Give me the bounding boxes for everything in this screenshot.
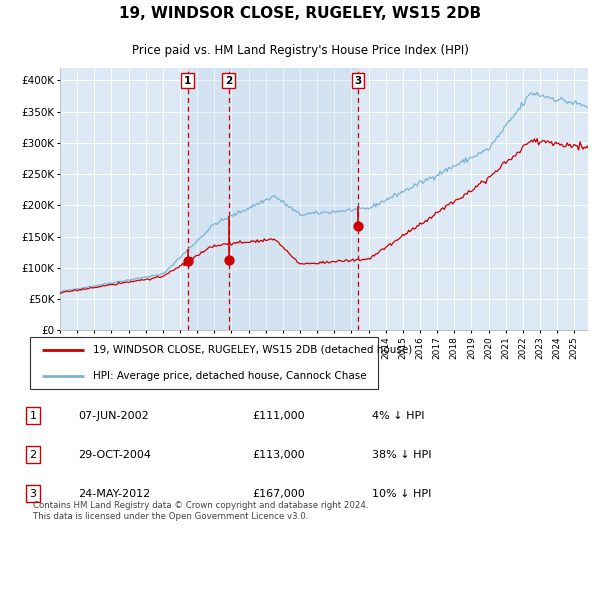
Text: 2: 2	[225, 76, 232, 86]
Point	[353, 221, 363, 231]
Text: £167,000: £167,000	[252, 489, 305, 499]
Text: 38% ↓ HPI: 38% ↓ HPI	[372, 450, 431, 460]
Text: 1: 1	[29, 411, 37, 421]
Text: 1: 1	[184, 76, 191, 86]
Text: 10% ↓ HPI: 10% ↓ HPI	[372, 489, 431, 499]
Text: 19, WINDSOR CLOSE, RUGELEY, WS15 2DB: 19, WINDSOR CLOSE, RUGELEY, WS15 2DB	[119, 6, 481, 21]
Point	[183, 256, 193, 266]
Text: Price paid vs. HM Land Registry's House Price Index (HPI): Price paid vs. HM Land Registry's House …	[131, 44, 469, 57]
Text: 3: 3	[29, 489, 37, 499]
Text: 07-JUN-2002: 07-JUN-2002	[78, 411, 149, 421]
Text: £111,000: £111,000	[252, 411, 305, 421]
Text: 24-MAY-2012: 24-MAY-2012	[78, 489, 150, 499]
Text: 3: 3	[355, 76, 362, 86]
Text: 2: 2	[29, 450, 37, 460]
Point	[224, 255, 233, 264]
Text: HPI: Average price, detached house, Cannock Chase: HPI: Average price, detached house, Cann…	[93, 371, 367, 381]
FancyBboxPatch shape	[30, 337, 378, 389]
Bar	[229, 68, 358, 330]
Text: 29-OCT-2004: 29-OCT-2004	[78, 450, 151, 460]
Text: £113,000: £113,000	[252, 450, 305, 460]
Bar	[188, 68, 229, 330]
Text: Contains HM Land Registry data © Crown copyright and database right 2024.
This d: Contains HM Land Registry data © Crown c…	[33, 502, 368, 521]
Text: 19, WINDSOR CLOSE, RUGELEY, WS15 2DB (detached house): 19, WINDSOR CLOSE, RUGELEY, WS15 2DB (de…	[93, 345, 412, 355]
Text: 4% ↓ HPI: 4% ↓ HPI	[372, 411, 425, 421]
